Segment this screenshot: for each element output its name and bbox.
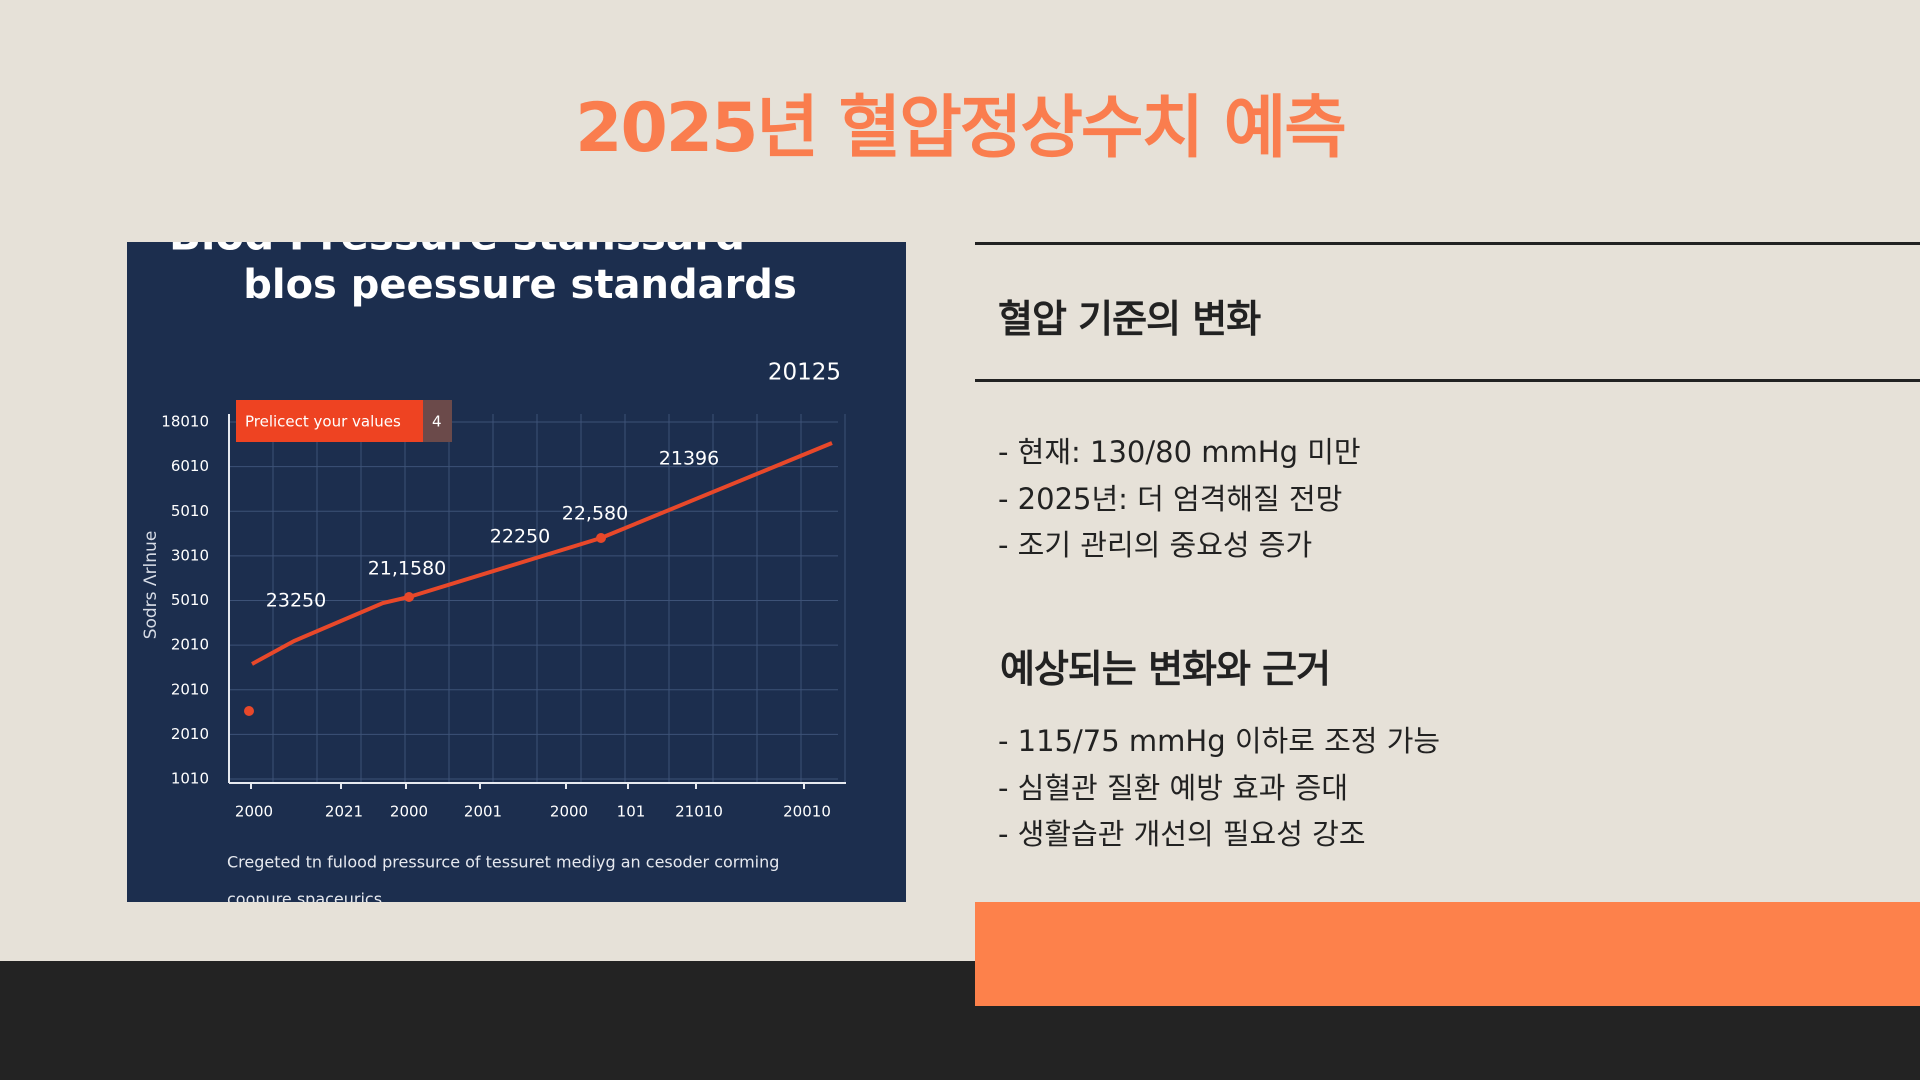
badge-text: Prelicect your values <box>245 413 401 431</box>
point <box>404 592 414 602</box>
y-axis-label: Sodrs Λrlnue <box>141 531 161 640</box>
grid <box>228 414 846 789</box>
accent-block <box>975 902 1920 1006</box>
bullet: - 심혈관 질환 예방 효과 증대 <box>998 771 1349 805</box>
image-background <box>127 242 906 902</box>
caption: Cregeted tn fulood pressurce of tessuret… <box>227 853 779 872</box>
point-label: 22,580 <box>562 503 628 525</box>
point <box>596 533 606 543</box>
point-label: 21,1580 <box>368 558 447 580</box>
y-tick-label: 2010 <box>171 636 209 654</box>
x-tick-label: 101 <box>617 803 646 821</box>
badge-tag: 4 <box>432 413 442 431</box>
section-heading: 예상되는 변화와 근거 <box>1000 647 1331 691</box>
bullet: - 현재: 130/80 mmHg 미만 <box>998 435 1361 469</box>
year-label: 20125 <box>768 360 841 386</box>
divider <box>975 242 1920 245</box>
bullet: - 2025년: 더 엄격해질 전망 <box>998 482 1343 516</box>
y-tick-label: 3010 <box>171 546 209 564</box>
x-tick-label: 20010 <box>783 803 831 821</box>
point <box>244 706 254 716</box>
y-tick-label: 5010 <box>171 502 209 520</box>
y-tick-label: 18010 <box>161 413 209 431</box>
x-tick-label: 2000 <box>390 803 428 821</box>
bullet: - 115/75 mmHg 이하로 조정 가능 <box>998 724 1441 758</box>
bullet: - 생활습관 개선의 필요성 강조 <box>998 817 1366 851</box>
x-tick-label: 2021 <box>325 803 363 821</box>
y-tick-label: 5010 <box>171 591 209 609</box>
badge <box>236 400 452 442</box>
x-tick-label: 2000 <box>550 803 588 821</box>
section-heading: 혈압 기준의 변화 <box>998 297 1261 341</box>
divider <box>975 379 1920 382</box>
y-tick-label: 2010 <box>171 725 209 743</box>
x-tick-label: 2001 <box>464 803 502 821</box>
point-label: 21396 <box>659 448 719 470</box>
slide-title: 2025년 혈압정상수치 예측 <box>575 89 1347 168</box>
x-tick-label: 21010 <box>675 803 723 821</box>
y-tick-label: 2010 <box>171 680 209 698</box>
x-tick-label: 2000 <box>235 803 273 821</box>
caption: coopure spaceurics <box>227 890 382 903</box>
badge-tag-bg <box>423 400 452 442</box>
image-title: blos peessure standards <box>243 262 797 308</box>
bullet: - 조기 관리의 중요성 증가 <box>998 528 1313 562</box>
point-label: 23250 <box>266 590 326 612</box>
trend-line <box>251 441 833 666</box>
point-label: 22250 <box>490 526 550 548</box>
y-tick-label: 1010 <box>171 770 209 788</box>
chart-image: Blod Pressure stanssard blos peessure st… <box>127 242 906 902</box>
image-title-clipped: Blod Pressure stanssard <box>169 242 745 260</box>
y-tick-label: 6010 <box>171 457 209 475</box>
